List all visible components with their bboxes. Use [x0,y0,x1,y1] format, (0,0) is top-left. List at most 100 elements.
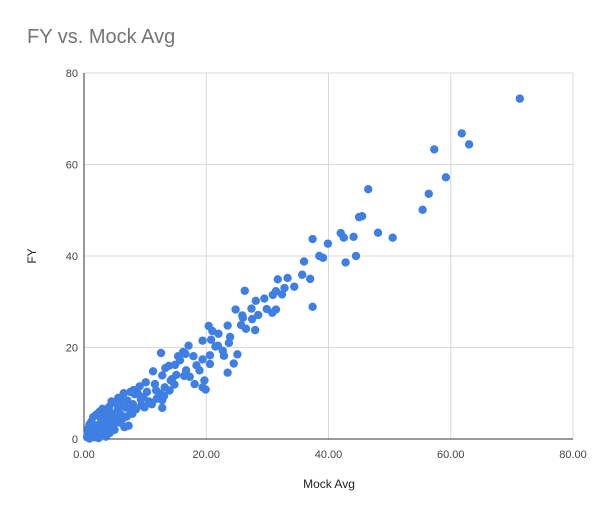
data-point [101,432,111,441]
data-point [247,304,256,313]
data-point [214,329,223,338]
data-point [430,145,439,154]
data-point [457,129,466,138]
data-point [238,313,248,322]
data-point [140,403,149,412]
gridlines [84,72,574,439]
data-point [198,336,207,345]
data-point [164,361,174,370]
data-point [205,351,215,360]
data-point [418,205,427,214]
data-point [349,232,358,241]
data-point [341,258,350,267]
data-point [223,321,232,330]
data-point [268,290,278,300]
axes [83,73,573,440]
data-point [364,185,373,194]
data-point [205,359,215,369]
data-point [299,257,309,266]
data-point [323,239,333,248]
data-point [190,379,199,389]
data-point [94,433,103,443]
data-point [424,189,433,198]
data-point [219,351,229,360]
data-point [254,310,263,320]
data-point [141,378,150,387]
y-tick-label: 60 [66,160,78,172]
data-point [195,366,204,375]
data-point [223,368,232,377]
data-point [308,302,317,311]
data-point [147,400,157,409]
y-axis-title: FY [25,248,39,263]
data-point [152,394,161,403]
data-point [260,294,269,303]
data-point [318,253,328,263]
data-point [305,274,315,284]
data-point [441,173,451,182]
data-point [85,434,94,443]
data-point [158,371,167,380]
data-point [283,273,292,283]
data-point [224,338,234,348]
y-tick-label: 20 [66,343,78,355]
data-point [133,389,142,398]
x-tick-label: 20.00 [192,449,220,461]
data-point [515,94,525,103]
data-point [233,350,242,359]
data-point [280,283,289,293]
data-point [150,379,160,389]
data-point [339,233,348,242]
data-point [240,286,249,295]
data-points [82,94,525,443]
data-point [213,341,223,350]
y-tick-label: 80 [66,68,78,80]
data-point [198,355,207,364]
data-point [251,296,260,306]
data-point [128,409,137,419]
x-tick-label: 60.00 [437,449,465,461]
data-point [464,140,474,149]
data-point [271,305,281,314]
data-point [200,376,209,385]
data-point [298,270,307,279]
data-point [165,386,174,395]
data-point [148,367,158,376]
data-point [388,233,397,242]
data-point [229,359,238,368]
data-point [173,351,183,361]
data-point [273,275,282,284]
data-point [357,211,367,221]
data-point [184,341,193,350]
data-point [236,320,246,330]
x-tick-label: 0.00 [73,449,94,461]
data-point [373,228,383,237]
y-tick-label: 40 [66,251,78,263]
data-point [109,421,118,430]
x-tick-label: 40.00 [315,449,343,461]
data-point [120,422,129,432]
data-point [170,380,179,389]
data-point [114,393,123,403]
data-point [181,349,190,359]
data-point [206,335,216,344]
data-point [250,325,260,335]
data-point [126,387,135,397]
data-point [103,406,113,415]
data-point [135,382,144,391]
data-point [247,314,257,324]
x-axis-title: Mock Avg [303,477,355,491]
chart-title: FY vs. Mock Avg [27,26,176,48]
y-tick-label: 0 [72,434,78,446]
data-point [290,282,299,291]
data-point [308,234,317,244]
data-point [180,371,189,381]
data-point [201,385,210,394]
x-tick-labels: 0.00 20.00 40.00 60.00 80.00 [73,449,586,461]
data-point [351,251,361,261]
data-point [156,348,166,358]
data-point [277,290,287,299]
data-point [189,351,198,361]
x-tick-label: 80.00 [559,449,587,461]
